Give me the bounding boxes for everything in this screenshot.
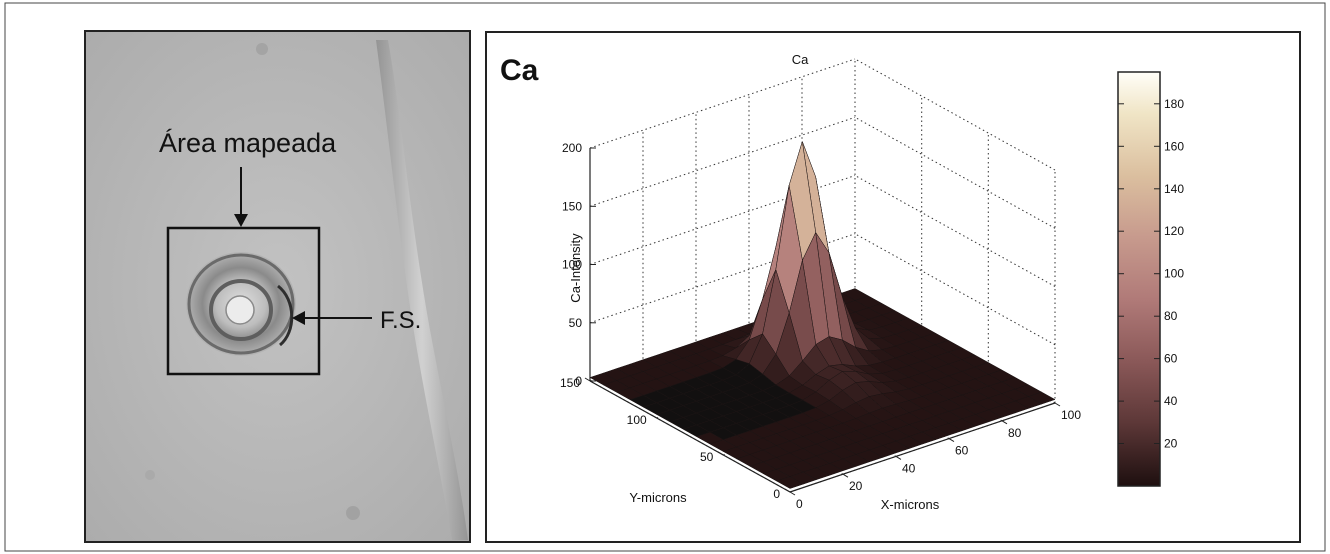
micrograph-panel: Área mapeada F.S. [84,30,471,543]
x-tick-label: 60 [955,444,969,458]
mapped-area-box [166,226,321,376]
fs-label: F.S. [380,307,421,334]
colorbar-tick-label: 80 [1164,309,1178,323]
y-tick-label: 150 [560,376,580,390]
y-tick-label: 50 [700,450,714,464]
x-tick-label: 20 [849,479,863,493]
arrow-left-icon [292,311,305,325]
colorbar-tick-label: 40 [1164,394,1178,408]
z-tick-label: 100 [562,258,582,272]
arrow-down-icon [234,214,248,227]
y-tick-label: 0 [773,487,780,501]
y-tick-label: 100 [627,413,647,427]
x-axis-label: X-microns [881,497,940,512]
colorbar-tick-label: 180 [1164,97,1184,111]
z-tick-label: 0 [575,374,582,388]
colorbar-tick-label: 120 [1164,224,1184,238]
z-tick-label: 50 [569,316,583,330]
surface-cell [776,476,804,489]
colorbar-tick-label: 160 [1164,139,1184,153]
fluid-inclusion [186,252,296,356]
x-tick-label: 0 [796,497,803,511]
fiber-shape [376,40,468,540]
panel-label: Ca [500,54,539,87]
colorbar: 20 40 60 80 100 120 140 160 180 [1117,71,1184,487]
x-tick-label: 100 [1061,408,1081,422]
x-tick-label: 80 [1008,426,1022,440]
colorbar-tick-label: 60 [1164,352,1178,366]
chart-title: Ca [792,52,809,67]
surface-mesh [589,140,1056,489]
z-axis-label: Ca-Intensity [568,233,583,303]
colorbar-tick-label: 140 [1164,182,1184,196]
z-tick-label: 200 [562,141,582,155]
mapped-area-label: Área mapeada [159,128,337,158]
colorbar-tick-label: 20 [1164,437,1178,451]
x-tick-label: 40 [902,461,916,475]
z-tick-label: 150 [562,199,582,213]
y-axis-label: Y-microns [629,490,687,505]
colorbar-tick-label: 100 [1164,267,1184,281]
outer-frame [4,2,1326,552]
